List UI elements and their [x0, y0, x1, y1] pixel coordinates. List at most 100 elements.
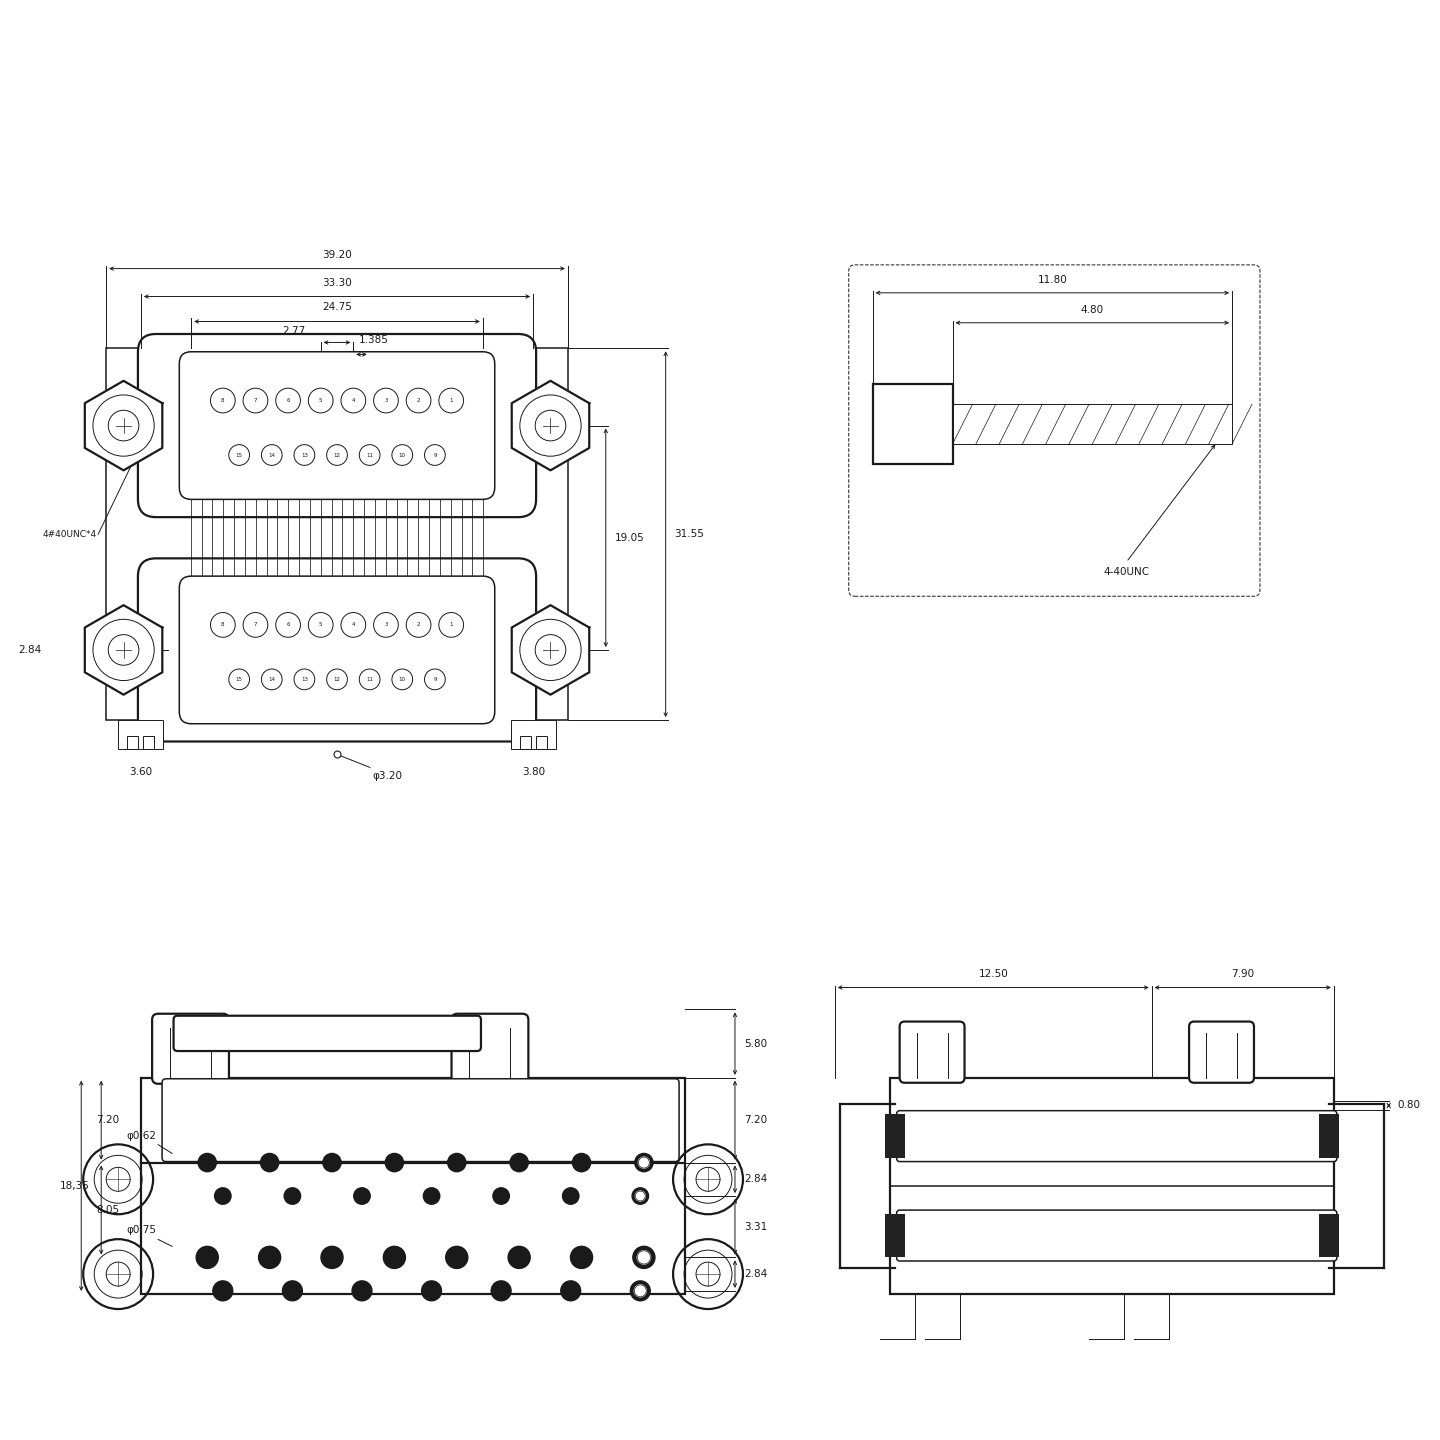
Text: Hunteng: Hunteng: [213, 1122, 389, 1156]
Text: φ0.62: φ0.62: [127, 1130, 156, 1140]
Polygon shape: [85, 380, 163, 471]
Circle shape: [321, 1247, 343, 1269]
Text: Hunteng: Hunteng: [220, 500, 422, 541]
Polygon shape: [85, 605, 163, 694]
Polygon shape: [511, 380, 589, 471]
Circle shape: [638, 1158, 649, 1168]
Text: 9: 9: [433, 677, 436, 683]
Bar: [873, 384, 952, 464]
Circle shape: [323, 1153, 341, 1172]
Text: 1: 1: [449, 622, 454, 628]
Circle shape: [196, 1247, 219, 1269]
Text: 18,35: 18,35: [59, 1181, 89, 1191]
Text: 5: 5: [318, 622, 323, 628]
Text: 3.31: 3.31: [744, 1221, 768, 1231]
Circle shape: [282, 1282, 302, 1300]
Text: 3.80: 3.80: [523, 768, 546, 778]
FancyBboxPatch shape: [848, 265, 1260, 596]
Bar: [884, 1115, 904, 1158]
Circle shape: [383, 1247, 406, 1269]
Bar: [1319, 1214, 1339, 1257]
Text: 4: 4: [351, 397, 356, 403]
Circle shape: [508, 1247, 530, 1269]
Text: 33.30: 33.30: [323, 278, 351, 288]
FancyBboxPatch shape: [163, 1079, 680, 1162]
Text: 11: 11: [366, 677, 373, 683]
Circle shape: [351, 1282, 372, 1300]
Text: 12: 12: [334, 452, 340, 458]
Text: φ0.75: φ0.75: [127, 1225, 156, 1236]
FancyBboxPatch shape: [153, 1014, 229, 1084]
Text: 4: 4: [351, 622, 356, 628]
Bar: [952, 405, 1233, 444]
Text: 2.84: 2.84: [19, 645, 42, 655]
Circle shape: [510, 1153, 528, 1172]
Circle shape: [354, 1188, 370, 1204]
Circle shape: [284, 1188, 301, 1204]
Text: 3: 3: [384, 622, 387, 628]
Bar: [143, 736, 154, 749]
Circle shape: [560, 1282, 580, 1300]
Text: 6: 6: [287, 397, 289, 403]
Circle shape: [492, 1188, 510, 1204]
Circle shape: [632, 1247, 655, 1269]
Text: 8.05: 8.05: [96, 1205, 120, 1215]
Bar: [141, 1077, 685, 1295]
Bar: [520, 736, 531, 749]
Text: 15: 15: [236, 677, 243, 683]
Text: 24.75: 24.75: [323, 302, 351, 312]
Text: 0.80: 0.80: [1398, 1100, 1421, 1110]
Text: 6: 6: [287, 622, 289, 628]
FancyBboxPatch shape: [452, 1014, 528, 1084]
FancyBboxPatch shape: [180, 576, 495, 724]
Bar: [127, 736, 138, 749]
Circle shape: [635, 1153, 652, 1172]
Text: 2: 2: [416, 397, 420, 403]
Text: 14: 14: [268, 452, 275, 458]
Bar: [536, 736, 547, 749]
Polygon shape: [511, 605, 589, 694]
Bar: [884, 1214, 904, 1257]
Circle shape: [563, 1188, 579, 1204]
Circle shape: [386, 1153, 403, 1172]
Circle shape: [635, 1284, 647, 1297]
Circle shape: [635, 1191, 645, 1201]
Circle shape: [448, 1153, 467, 1172]
Bar: [107, 348, 567, 720]
Bar: [1319, 1115, 1339, 1158]
Circle shape: [423, 1188, 439, 1204]
Text: 13: 13: [301, 677, 308, 683]
Text: 14: 14: [268, 677, 275, 683]
Text: 7: 7: [253, 622, 258, 628]
Text: 4.80: 4.80: [1080, 305, 1104, 315]
Text: 11: 11: [366, 452, 373, 458]
Text: 5.80: 5.80: [744, 1038, 768, 1048]
FancyBboxPatch shape: [897, 1210, 1336, 1261]
Circle shape: [261, 1153, 279, 1172]
Text: 1: 1: [449, 397, 454, 403]
Circle shape: [491, 1282, 511, 1300]
Text: 7.20: 7.20: [744, 1115, 768, 1125]
Text: 2.84: 2.84: [744, 1174, 768, 1184]
Circle shape: [215, 1188, 230, 1204]
FancyBboxPatch shape: [897, 1110, 1336, 1162]
Text: 19.05: 19.05: [615, 533, 645, 543]
Text: 2.77: 2.77: [282, 327, 305, 337]
FancyBboxPatch shape: [174, 1015, 481, 1051]
Text: 7.20: 7.20: [96, 1115, 120, 1125]
Circle shape: [631, 1282, 651, 1300]
Circle shape: [572, 1153, 590, 1172]
Text: 12.50: 12.50: [978, 969, 1008, 979]
Circle shape: [570, 1247, 592, 1269]
Circle shape: [632, 1188, 648, 1204]
FancyBboxPatch shape: [900, 1021, 965, 1083]
Bar: [890, 1077, 1333, 1295]
Text: 13: 13: [301, 452, 308, 458]
Text: 10: 10: [399, 677, 406, 683]
Text: 1.385: 1.385: [359, 336, 389, 346]
Text: 8: 8: [222, 622, 225, 628]
Circle shape: [638, 1251, 651, 1264]
Circle shape: [422, 1282, 442, 1300]
Text: 2.84: 2.84: [744, 1269, 768, 1279]
Text: 4-40UNC: 4-40UNC: [1103, 567, 1149, 577]
